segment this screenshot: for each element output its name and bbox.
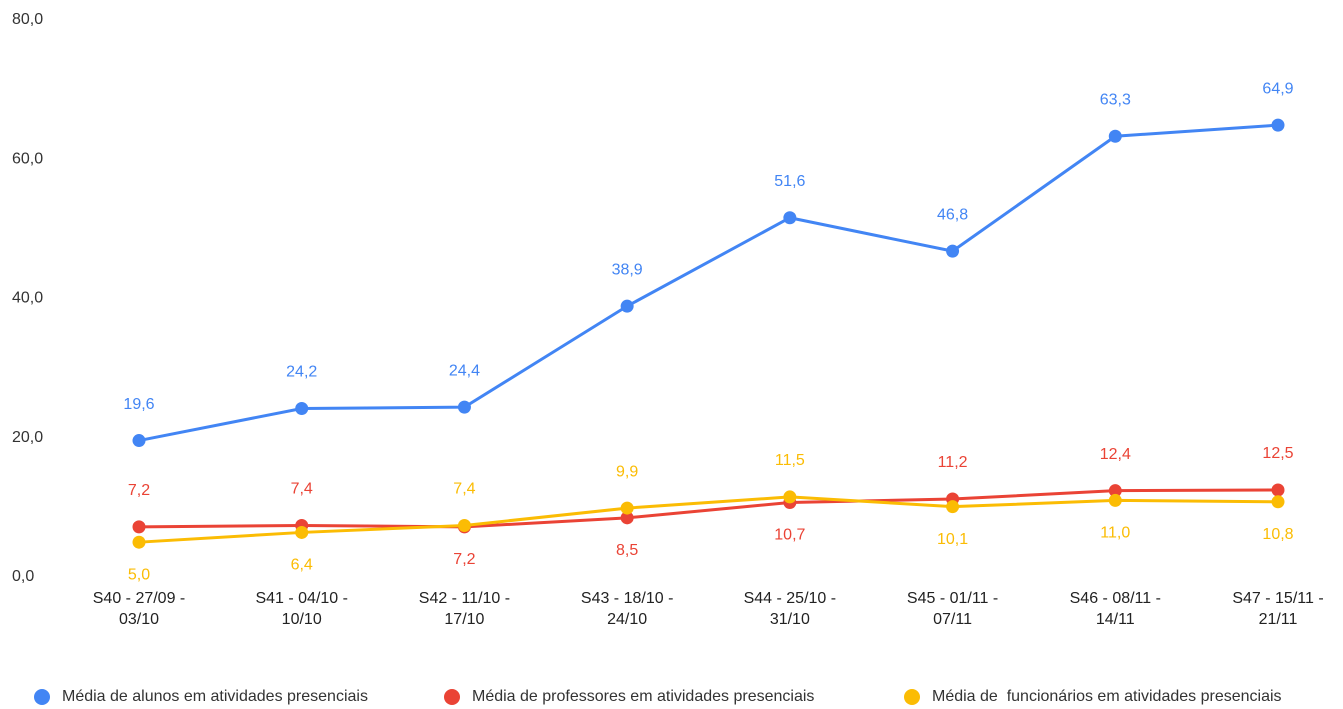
data-label: 38,9 xyxy=(612,261,643,278)
y-tick-label: 40,0 xyxy=(12,290,43,307)
series-line xyxy=(138,495,1279,544)
data-label: 7,2 xyxy=(128,482,150,499)
x-tick-label: S47 - 15/11 - 21/11 xyxy=(1232,590,1324,628)
data-label: 5,0 xyxy=(128,566,150,583)
data-point xyxy=(132,434,146,448)
data-label: 24,2 xyxy=(286,364,317,381)
data-label: 63,3 xyxy=(1100,91,1131,108)
y-tick-label: 60,0 xyxy=(12,150,43,167)
data-point xyxy=(620,501,634,515)
data-label: 10,1 xyxy=(937,531,968,548)
legend-marker xyxy=(904,689,920,705)
data-point xyxy=(1108,484,1122,498)
data-label: 7,4 xyxy=(453,481,475,498)
data-label: 10,8 xyxy=(1262,526,1293,543)
legend-marker xyxy=(34,689,50,705)
data-point xyxy=(1271,495,1285,509)
data-point xyxy=(1108,129,1122,143)
x-tick-label: S42 - 11/10 - 17/10 xyxy=(418,590,511,628)
y-tick-label: 0,0 xyxy=(12,568,34,585)
data-label: 11,0 xyxy=(1100,525,1130,542)
data-point xyxy=(295,402,309,416)
data-point xyxy=(1271,483,1285,497)
x-tick-label: S41 - 04/10 - 10/10 xyxy=(255,590,348,628)
data-label: 7,2 xyxy=(453,551,475,568)
data-label: 12,4 xyxy=(1100,446,1131,463)
data-label: 11,5 xyxy=(775,452,805,469)
data-label: 12,5 xyxy=(1262,445,1293,462)
series-line xyxy=(138,488,1279,529)
series-line xyxy=(138,123,1279,443)
y-tick-label: 20,0 xyxy=(12,429,43,446)
data-point xyxy=(457,400,471,414)
data-point xyxy=(620,511,634,525)
data-point xyxy=(132,520,146,534)
x-tick-label: S46 - 08/11 - 14/11 xyxy=(1069,590,1161,628)
data-point xyxy=(1271,118,1285,132)
legend-marker xyxy=(444,689,460,705)
data-label: 46,8 xyxy=(937,206,968,223)
data-point xyxy=(783,211,797,225)
data-point xyxy=(295,525,309,539)
data-label: 51,6 xyxy=(774,173,805,190)
x-tick-label: S44 - 25/10 - 31/10 xyxy=(743,590,837,628)
data-point xyxy=(1108,493,1122,507)
data-label: 8,5 xyxy=(616,542,638,559)
data-point xyxy=(783,490,797,504)
data-label: 6,4 xyxy=(291,557,313,574)
data-point xyxy=(946,500,960,514)
data-label: 19,6 xyxy=(123,396,154,413)
legend-label: Média de alunos em atividades presenciai… xyxy=(62,688,368,705)
data-point xyxy=(457,518,471,532)
data-point xyxy=(946,244,960,258)
x-tick-label: S40 - 27/09 - 03/10 xyxy=(92,590,186,628)
y-tick-label: 80,0 xyxy=(12,11,43,28)
x-tick-label: S43 - 18/10 - 24/10 xyxy=(580,590,674,628)
data-label: 24,4 xyxy=(449,362,480,379)
legend-label: Média de funcionários em atividades pres… xyxy=(932,688,1282,705)
data-label: 7,4 xyxy=(291,481,313,498)
data-label: 64,9 xyxy=(1262,80,1293,97)
data-point xyxy=(620,299,634,313)
data-label: 10,7 xyxy=(774,527,805,544)
data-point xyxy=(132,535,146,549)
data-label: 9,9 xyxy=(616,463,638,480)
data-label: 11,2 xyxy=(938,454,968,471)
legend-label: Média de professores em atividades prese… xyxy=(472,688,814,705)
x-tick-label: S45 - 01/11 - 07/11 xyxy=(906,590,999,628)
